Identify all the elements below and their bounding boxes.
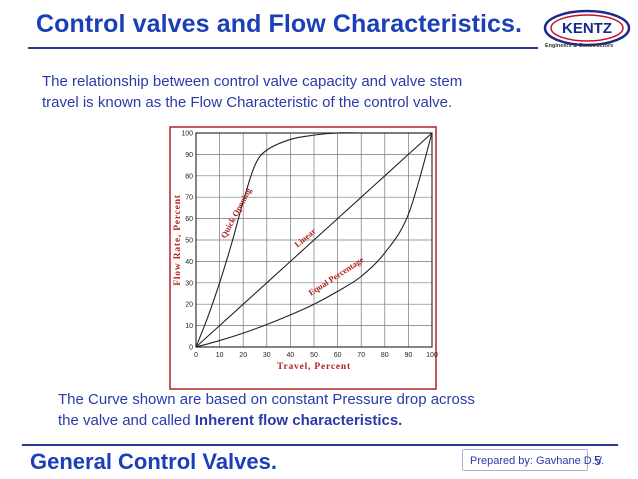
- footer-title: General Control Valves.: [30, 449, 277, 474]
- y-tick-label-3: 30: [185, 280, 193, 287]
- y-tick-label-4: 40: [185, 259, 193, 266]
- y-tick-label-7: 70: [185, 195, 193, 202]
- intro-text: The relationship between control valve c…: [42, 71, 602, 113]
- note-line-1: The Curve shown are based on constant Pr…: [58, 391, 475, 408]
- x-tick-label-10: 100: [426, 352, 438, 359]
- note-line-2: the valve and called Inherent flow chara…: [58, 410, 618, 431]
- curve-label-0: Quick Opening: [218, 185, 253, 239]
- prepared-by-box: [462, 449, 588, 471]
- logo-wordmark: KENTZ: [562, 20, 612, 37]
- note-emphasis: Inherent flow characteristics.: [194, 412, 403, 429]
- intro-line-2: travel is known as the Flow Characterist…: [42, 94, 453, 111]
- series-line-linear: [195, 132, 433, 348]
- y-tick-label-5: 50: [185, 238, 193, 245]
- intro-line-1: The relationship between control valve c…: [42, 73, 463, 90]
- y-tick-label-2: 20: [185, 302, 193, 309]
- x-tick-label-2: 20: [239, 352, 247, 359]
- curve-label-2: Equal Percentage: [306, 254, 365, 297]
- y-tick-label-9: 90: [185, 152, 193, 159]
- logo-tagline: Engineers & Constructors: [545, 43, 614, 49]
- x-tick-label-3: 30: [263, 352, 271, 359]
- x-tick-label-9: 90: [405, 352, 413, 359]
- y-axis-label: Flow Rate, Percent: [173, 194, 183, 286]
- series-line-equal-percentage: [195, 132, 433, 348]
- chart-frame: [169, 126, 437, 390]
- x-tick-label-8: 80: [381, 352, 389, 359]
- title-divider: [28, 47, 538, 49]
- page-number: 5: [594, 453, 602, 468]
- plot-area-border: [195, 132, 433, 348]
- x-tick-label-4: 40: [287, 352, 295, 359]
- slide-title: Control valves and Flow Characteristics.: [36, 10, 523, 38]
- y-tick-label-1: 10: [185, 323, 193, 330]
- series-line-quick-opening: [195, 132, 432, 348]
- y-tick-label-10: 100: [181, 131, 193, 138]
- y-tick-label-6: 60: [185, 216, 193, 223]
- x-tick-label-6: 60: [334, 352, 342, 359]
- footer-divider: [22, 444, 618, 446]
- x-tick-label-5: 50: [310, 352, 318, 359]
- prepared-by: Prepared by: Gavhane D.V.: [470, 455, 605, 467]
- x-tick-label-1: 10: [216, 352, 224, 359]
- x-axis-label: Travel, Percent: [277, 362, 351, 372]
- y-tick-label-8: 80: [185, 173, 193, 180]
- note-text: The Curve shown are based on constant Pr…: [58, 389, 618, 431]
- x-tick-label-0: 0: [194, 352, 198, 359]
- y-tick-label-0: 0: [189, 345, 193, 352]
- x-tick-label-7: 70: [357, 352, 365, 359]
- kentz-logo: KENTZ: [543, 9, 631, 47]
- note-line-2-prefix: the valve and called: [58, 412, 195, 429]
